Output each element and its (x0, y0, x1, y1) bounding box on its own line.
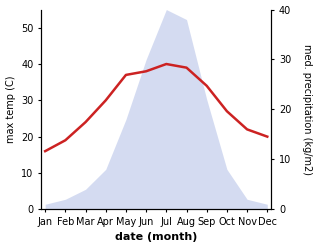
X-axis label: date (month): date (month) (115, 232, 197, 243)
Y-axis label: med. precipitation (kg/m2): med. precipitation (kg/m2) (302, 44, 313, 175)
Y-axis label: max temp (C): max temp (C) (5, 76, 16, 143)
